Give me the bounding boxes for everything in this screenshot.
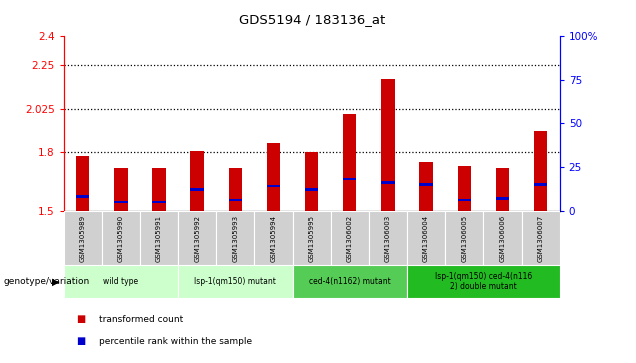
Text: GSM1305993: GSM1305993 bbox=[232, 215, 238, 262]
Bar bbox=[305, 188, 319, 191]
Bar bbox=[305, 152, 319, 211]
Text: ■: ■ bbox=[76, 314, 86, 325]
Text: percentile rank within the sample: percentile rank within the sample bbox=[99, 337, 252, 346]
Bar bbox=[420, 162, 432, 211]
Bar bbox=[534, 183, 547, 185]
Bar bbox=[496, 168, 509, 211]
Bar bbox=[267, 185, 280, 187]
Bar bbox=[229, 168, 242, 211]
Bar bbox=[102, 211, 140, 265]
Bar bbox=[343, 114, 356, 211]
Bar bbox=[191, 151, 204, 211]
Bar bbox=[445, 211, 483, 265]
Bar bbox=[534, 131, 547, 211]
Text: GSM1305995: GSM1305995 bbox=[308, 215, 315, 262]
Bar bbox=[216, 211, 254, 265]
Bar bbox=[229, 199, 242, 201]
Bar bbox=[483, 211, 522, 265]
Text: GSM1306002: GSM1306002 bbox=[347, 215, 353, 262]
Bar bbox=[191, 188, 204, 191]
Text: wild type: wild type bbox=[103, 277, 139, 286]
Text: GSM1306007: GSM1306007 bbox=[537, 215, 544, 262]
Bar bbox=[153, 201, 165, 203]
Bar bbox=[76, 195, 89, 198]
Bar bbox=[382, 182, 394, 184]
Bar bbox=[178, 211, 216, 265]
Bar bbox=[382, 79, 394, 211]
Bar bbox=[153, 168, 165, 211]
Bar bbox=[293, 211, 331, 265]
Text: GSM1305994: GSM1305994 bbox=[270, 215, 277, 262]
Bar bbox=[267, 143, 280, 211]
Bar bbox=[254, 211, 293, 265]
Text: ■: ■ bbox=[76, 336, 86, 346]
Bar bbox=[522, 211, 560, 265]
Text: GDS5194 / 183136_at: GDS5194 / 183136_at bbox=[238, 13, 385, 26]
Bar bbox=[407, 211, 445, 265]
Text: transformed count: transformed count bbox=[99, 315, 183, 324]
Bar bbox=[178, 265, 293, 298]
Text: lsp-1(qm150) mutant: lsp-1(qm150) mutant bbox=[195, 277, 276, 286]
Text: GSM1306005: GSM1306005 bbox=[461, 215, 467, 262]
Bar bbox=[114, 168, 127, 211]
Bar bbox=[114, 201, 127, 203]
Bar bbox=[457, 199, 471, 201]
Bar bbox=[64, 211, 102, 265]
Bar bbox=[140, 211, 178, 265]
Text: ▶: ▶ bbox=[52, 276, 60, 286]
Text: GSM1305989: GSM1305989 bbox=[80, 215, 86, 262]
Bar bbox=[496, 197, 509, 200]
Bar bbox=[343, 178, 356, 180]
Text: GSM1305991: GSM1305991 bbox=[156, 215, 162, 262]
Text: genotype/variation: genotype/variation bbox=[3, 277, 90, 286]
Bar bbox=[420, 183, 432, 185]
Text: GSM1306006: GSM1306006 bbox=[499, 215, 506, 262]
Text: ced-4(n1162) mutant: ced-4(n1162) mutant bbox=[309, 277, 391, 286]
Text: GSM1306003: GSM1306003 bbox=[385, 215, 391, 262]
Text: GSM1305992: GSM1305992 bbox=[194, 215, 200, 262]
Text: lsp-1(qm150) ced-4(n116
2) double mutant: lsp-1(qm150) ced-4(n116 2) double mutant bbox=[435, 272, 532, 291]
Bar bbox=[369, 211, 407, 265]
Bar bbox=[76, 156, 89, 211]
Bar bbox=[293, 265, 407, 298]
Text: GSM1305990: GSM1305990 bbox=[118, 215, 124, 262]
Bar bbox=[457, 166, 471, 211]
Bar bbox=[407, 265, 560, 298]
Bar bbox=[331, 211, 369, 265]
Text: GSM1306004: GSM1306004 bbox=[423, 215, 429, 262]
Bar bbox=[64, 265, 178, 298]
